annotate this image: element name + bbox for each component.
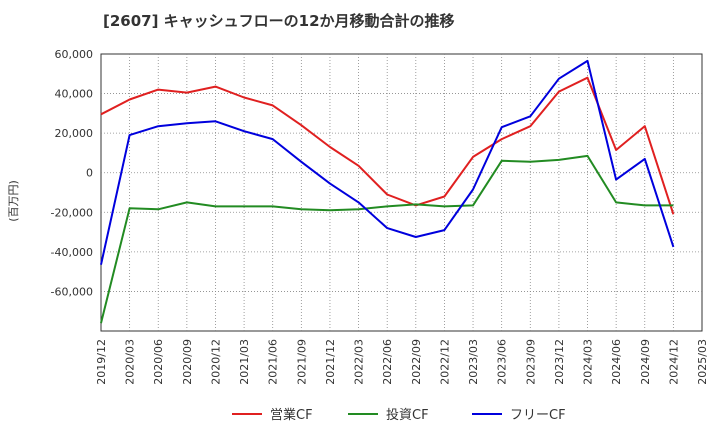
legend: 営業CF 投資CF フリーCF: [232, 407, 566, 423]
legend-label: 投資CF: [386, 407, 429, 423]
x-tick-label: 2024/12: [667, 339, 680, 385]
series-line-1: [100, 76, 675, 215]
x-tick-label: 2024/03: [582, 339, 595, 385]
y-tick-label: 40,000: [55, 88, 94, 101]
x-tick-label: 2022/09: [410, 339, 423, 385]
x-tick-label: 2022/03: [353, 339, 366, 385]
series-line-3: [100, 59, 675, 265]
x-tick-label: 2022/06: [381, 339, 394, 385]
x-axis-ticks: 2019/12 2020/03 2020/06 2020/09 2020/12 2021/…: [95, 339, 709, 385]
x-tick-label: 2021/06: [267, 339, 280, 385]
y-tick-label: -60,000: [51, 285, 93, 298]
legend-item: 営業CF: [232, 407, 313, 423]
y-tick-label: 0: [86, 167, 93, 180]
x-tick-label: 2023/06: [496, 339, 509, 385]
legend-item: フリーCF: [472, 408, 566, 423]
series-line-2: [100, 154, 674, 324]
plot-border: [100, 53, 703, 332]
x-tick-label: 2020/12: [209, 339, 222, 385]
x-tick-label: 2024/09: [639, 339, 652, 385]
x-tick-label: 2025/03: [696, 339, 709, 385]
x-tick-label: 2023/09: [524, 339, 537, 385]
x-tick-label: 2022/12: [438, 339, 451, 385]
series-layer: [100, 59, 675, 324]
x-tick-label: 2021/12: [324, 339, 337, 385]
x-tick-label: 2024/06: [610, 339, 623, 385]
x-tick-label: 2021/09: [295, 339, 308, 385]
legend-item: 投資CF: [348, 407, 429, 423]
x-tick-label: 2023/03: [467, 339, 480, 385]
y-axis-ticks: 60,000 40,000 20,000 0 -20,000 -40,000 -60,000: [51, 48, 93, 298]
x-tick-label: 2023/12: [553, 339, 566, 385]
x-tick-label: 2020/09: [181, 339, 194, 385]
plot-area: [100, 53, 703, 332]
grid-lines: [101, 54, 702, 331]
x-tick-label: 2019/12: [95, 339, 108, 385]
legend-label: 営業CF: [270, 407, 313, 423]
y-tick-label: -40,000: [51, 246, 93, 259]
y-tick-label: 20,000: [55, 127, 94, 140]
y-tick-label: 60,000: [55, 48, 94, 61]
chart-title: [2607] キャッシュフローの12か月移動合計の推移: [103, 12, 455, 30]
y-axis-title: (百万円): [7, 180, 20, 222]
y-tick-label: -20,000: [51, 206, 93, 219]
x-tick-label: 2020/03: [124, 339, 137, 385]
legend-label: フリーCF: [510, 408, 566, 423]
x-tick-label: 2021/03: [238, 339, 251, 385]
x-tick-label: 2020/06: [152, 339, 165, 385]
